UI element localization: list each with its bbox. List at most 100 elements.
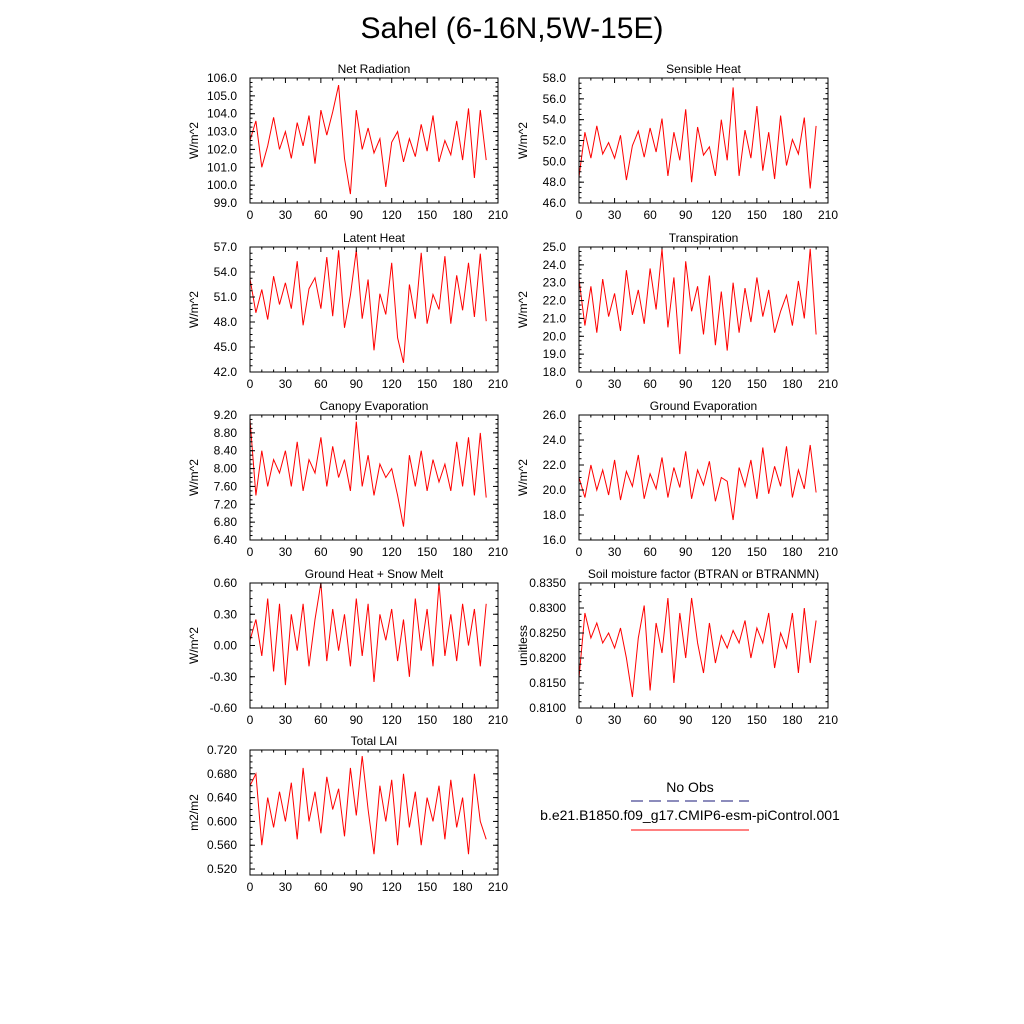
chart-panel: Ground Evaporation 0 30 60 90 120 150 180 210 16.… bbox=[516, 399, 838, 559]
y-tick-label: 18.0 bbox=[543, 365, 567, 379]
y-tick-label: 26.0 bbox=[543, 408, 567, 422]
x-tick-label: 0 bbox=[247, 377, 254, 391]
y-tick-label: 6.40 bbox=[214, 533, 238, 547]
series-line bbox=[249, 419, 487, 527]
y-tick-label: 99.0 bbox=[214, 196, 238, 210]
y-tick-label: 20.0 bbox=[543, 483, 567, 497]
plot-frame bbox=[578, 246, 829, 373]
y-tick-label: 23.0 bbox=[543, 276, 567, 290]
y-axis-label: W/m^2 bbox=[516, 291, 530, 328]
y-tick-label: 106.0 bbox=[207, 71, 237, 85]
x-tick-label: 210 bbox=[818, 713, 838, 727]
series-line bbox=[578, 597, 817, 698]
x-tick-label: 180 bbox=[453, 208, 473, 222]
x-tick-label: 180 bbox=[782, 208, 802, 222]
y-tick-label: 100.0 bbox=[207, 178, 237, 192]
panel-title: Soil moisture factor (BTRAN or BTRANMN) bbox=[588, 567, 819, 581]
y-tick-label: 7.60 bbox=[214, 479, 238, 493]
figure-title: Sahel (6-16N,5W-15E) bbox=[360, 12, 664, 45]
y-tick-label: 0.8300 bbox=[529, 601, 566, 615]
x-tick-label: 60 bbox=[314, 545, 328, 559]
y-axis-label: unitless bbox=[516, 625, 530, 666]
y-tick-label: 105.0 bbox=[207, 89, 237, 103]
y-tick-label: 0.8150 bbox=[529, 676, 566, 690]
x-tick-label: 210 bbox=[488, 377, 508, 391]
x-tick-label: 30 bbox=[608, 208, 622, 222]
y-tick-label: 18.0 bbox=[543, 508, 567, 522]
chart-panel: Soil moisture factor (BTRAN or BTRANMN) 0… bbox=[516, 567, 838, 727]
panel-title: Sensible Heat bbox=[666, 62, 741, 76]
x-tick-label: 90 bbox=[350, 880, 364, 894]
x-tick-label: 90 bbox=[350, 208, 364, 222]
y-tick-label: 102.0 bbox=[207, 142, 237, 156]
y-tick-label: 103.0 bbox=[207, 125, 237, 139]
y-tick-label: 0.00 bbox=[214, 639, 238, 653]
x-tick-label: 120 bbox=[382, 545, 402, 559]
y-tick-label: 0.720 bbox=[207, 743, 237, 757]
x-tick-label: 180 bbox=[453, 377, 473, 391]
x-tick-label: 120 bbox=[382, 377, 402, 391]
legend: No Obs b.e21.B1850.f09_g17.CMIP6-esm-piCo… bbox=[540, 779, 840, 831]
chart-panel: Sensible Heat 0 30 60 90 120 150 180 210 46.0 48.0… bbox=[516, 62, 838, 222]
x-tick-label: 210 bbox=[818, 208, 838, 222]
series-line bbox=[578, 87, 817, 189]
y-tick-label: 22.0 bbox=[543, 458, 567, 472]
y-tick-label: 46.0 bbox=[543, 196, 567, 210]
y-tick-label: 25.0 bbox=[543, 240, 567, 254]
chart-panel: Total LAI 0 30 60 90 120 150 180 210 0.520 0.560 0.… bbox=[187, 734, 508, 894]
x-tick-label: 60 bbox=[643, 713, 657, 727]
series-line bbox=[249, 250, 487, 363]
chart-panel: Transpiration 0 30 60 90 120 150 180 210 18.0 19.0… bbox=[516, 231, 838, 391]
y-tick-label: 6.80 bbox=[214, 515, 238, 529]
x-tick-label: 30 bbox=[279, 377, 293, 391]
x-tick-label: 120 bbox=[382, 713, 402, 727]
panel-title: Net Radiation bbox=[338, 62, 411, 76]
plot-frame bbox=[249, 749, 499, 876]
y-tick-label: 58.0 bbox=[543, 71, 567, 85]
y-tick-label: 9.20 bbox=[214, 408, 238, 422]
x-tick-label: 90 bbox=[679, 545, 693, 559]
y-tick-label: 0.560 bbox=[207, 838, 237, 852]
x-tick-label: 180 bbox=[453, 880, 473, 894]
x-tick-label: 150 bbox=[417, 713, 437, 727]
y-axis-label: W/m^2 bbox=[187, 459, 201, 496]
y-tick-label: 54.0 bbox=[543, 113, 567, 127]
x-tick-label: 150 bbox=[747, 208, 767, 222]
x-tick-label: 210 bbox=[488, 208, 508, 222]
x-tick-label: 210 bbox=[818, 545, 838, 559]
y-tick-label: 104.0 bbox=[207, 107, 237, 121]
x-tick-label: 60 bbox=[314, 208, 328, 222]
x-tick-label: 0 bbox=[576, 208, 583, 222]
y-tick-label: -0.60 bbox=[210, 701, 238, 715]
x-tick-label: 180 bbox=[782, 377, 802, 391]
plot-frame bbox=[578, 77, 829, 204]
plot-frame bbox=[578, 414, 829, 541]
x-tick-label: 30 bbox=[608, 545, 622, 559]
y-tick-label: 21.0 bbox=[543, 311, 567, 325]
legend-obs-label: No Obs bbox=[666, 779, 713, 795]
plot-frame bbox=[249, 414, 499, 541]
x-tick-label: 180 bbox=[782, 545, 802, 559]
series-line bbox=[249, 84, 487, 195]
series-line bbox=[578, 248, 817, 355]
y-tick-label: 52.0 bbox=[543, 134, 567, 148]
y-tick-label: 101.0 bbox=[207, 160, 237, 174]
chart-panel: Net Radiation 0 30 60 90 120 150 180 210 99.0 100.… bbox=[187, 62, 508, 222]
y-axis-label: W/m^2 bbox=[187, 291, 201, 328]
y-tick-label: 20.0 bbox=[543, 329, 567, 343]
y-tick-label: 0.520 bbox=[207, 862, 237, 876]
panel-title: Ground Evaporation bbox=[650, 399, 757, 413]
y-tick-label: 0.8200 bbox=[529, 651, 566, 665]
chart-panel: Latent Heat 0 30 60 90 120 150 180 210 42.0 45.0 48… bbox=[187, 231, 508, 391]
x-tick-label: 120 bbox=[711, 713, 731, 727]
x-tick-label: 210 bbox=[488, 880, 508, 894]
x-tick-label: 30 bbox=[608, 713, 622, 727]
series-line bbox=[249, 755, 487, 855]
x-tick-label: 150 bbox=[417, 377, 437, 391]
y-tick-label: 0.640 bbox=[207, 791, 237, 805]
x-tick-label: 0 bbox=[247, 545, 254, 559]
x-tick-label: 150 bbox=[417, 880, 437, 894]
x-tick-label: 210 bbox=[818, 377, 838, 391]
panel-title: Latent Heat bbox=[343, 231, 406, 245]
